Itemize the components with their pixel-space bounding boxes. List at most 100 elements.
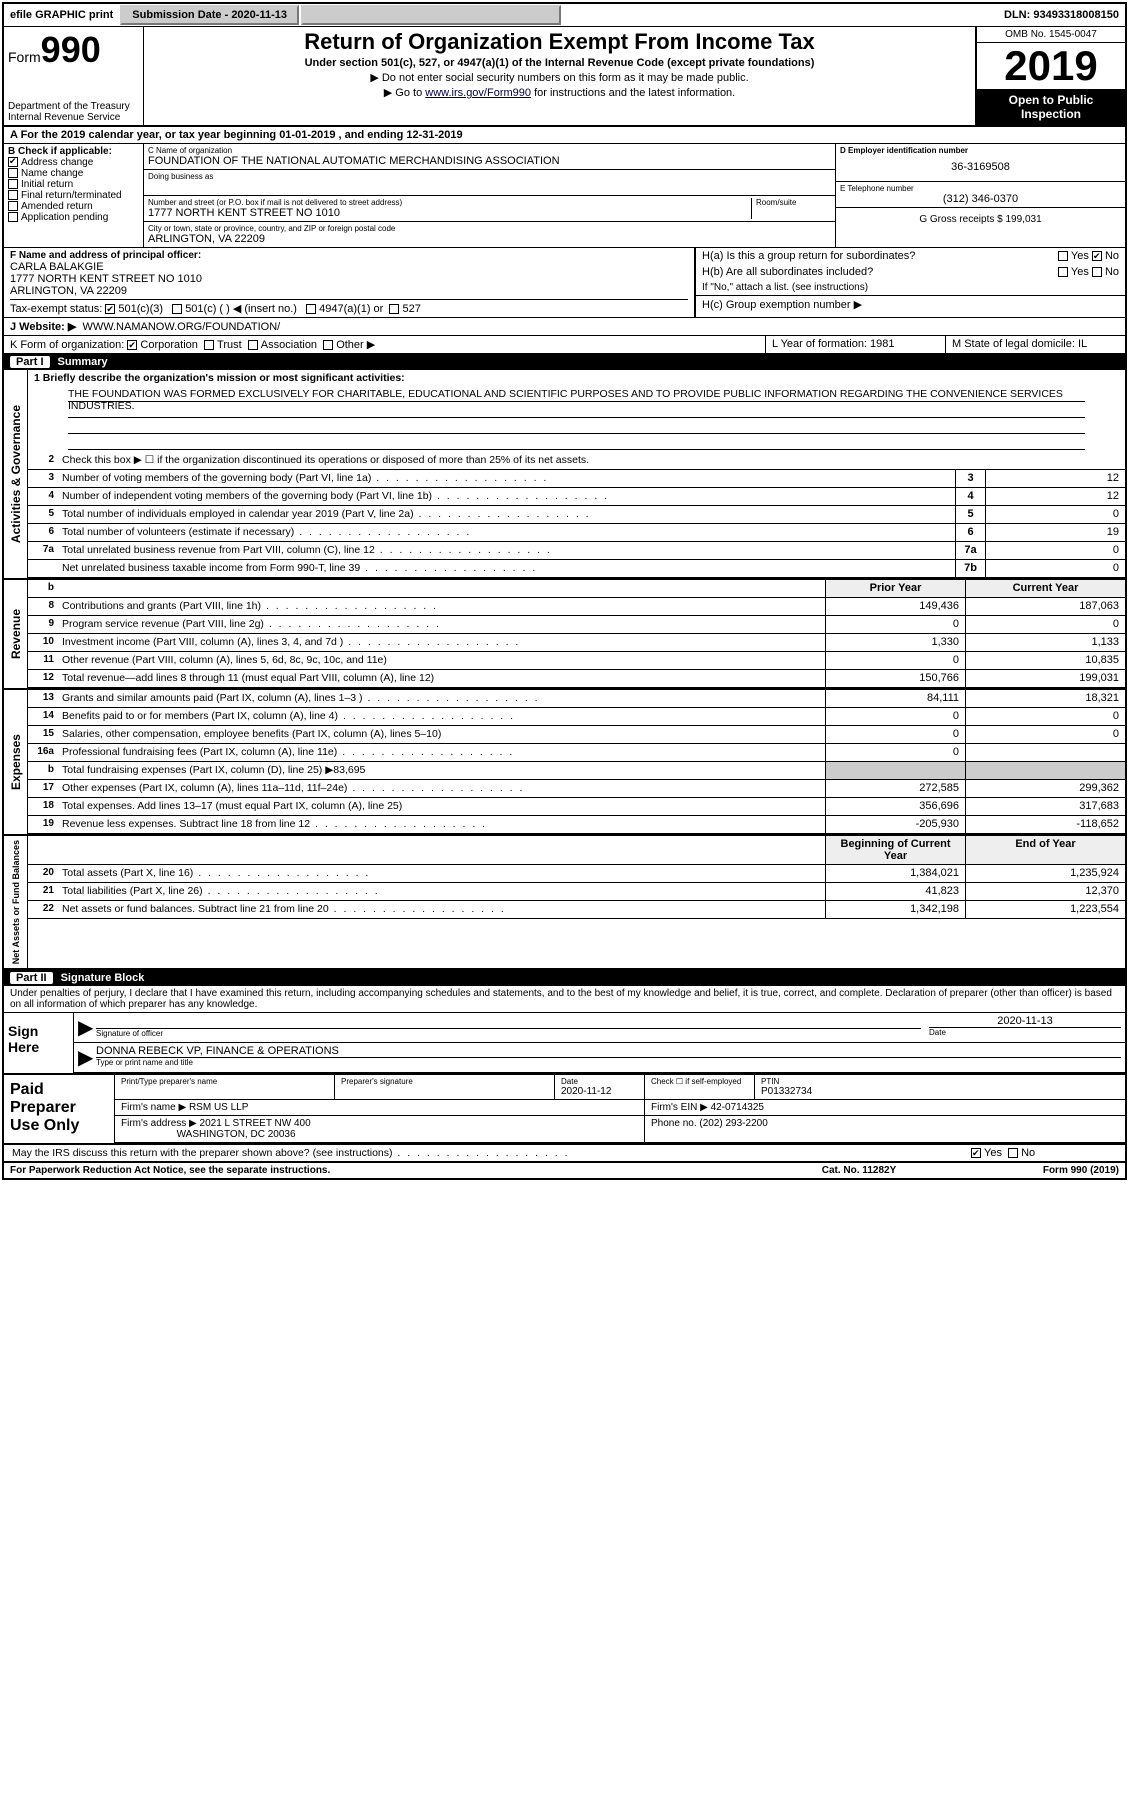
chk-527[interactable] — [389, 304, 399, 314]
mission-q: 1 Briefly describe the organization's mi… — [28, 370, 1125, 386]
hdr-end: End of Year — [965, 836, 1125, 864]
prep-date-label: Date — [561, 1077, 638, 1086]
line-15: Salaries, other compensation, employee b… — [58, 726, 825, 743]
tax-year: 2019 — [977, 43, 1125, 89]
website-row: J Website: ▶ WWW.NAMANOW.ORG/FOUNDATION/ — [4, 318, 1125, 336]
prep-self-label: Check ☐ if self-employed — [651, 1077, 748, 1086]
room-label: Room/suite — [756, 198, 831, 207]
line-8: Contributions and grants (Part VIII, lin… — [58, 598, 825, 615]
chk-501c3[interactable] — [105, 304, 115, 314]
part2-bar: Part IISignature Block — [4, 970, 1125, 986]
prep-sig-label: Preparer's signature — [341, 1077, 548, 1086]
line-14: Benefits paid to or for members (Part IX… — [58, 708, 825, 725]
typed-name: DONNA REBECK VP, FINANCE & OPERATIONS — [96, 1045, 1121, 1058]
chk-pending[interactable]: Application pending — [8, 212, 139, 223]
line-6: Total number of volunteers (estimate if … — [58, 524, 955, 541]
box-m: M State of legal domicile: IL — [945, 336, 1125, 353]
subtitle-1: Under section 501(c), 527, or 4947(a)(1)… — [150, 57, 969, 69]
hb-no[interactable] — [1092, 267, 1102, 277]
discuss-no[interactable] — [1008, 1148, 1018, 1158]
line-3: Number of voting members of the governin… — [58, 470, 955, 487]
box-b-label: B Check if applicable: — [8, 146, 139, 157]
footer-form: Form 990 (2019) — [959, 1165, 1119, 1176]
firm-name: RSM US LLP — [189, 1102, 248, 1113]
tel-label: E Telephone number — [840, 184, 1121, 193]
box-l: L Year of formation: 1981 — [765, 336, 945, 353]
firm-ein: Firm's EIN ▶ 42-0714325 — [645, 1100, 1125, 1115]
ha-yes[interactable] — [1058, 251, 1068, 261]
period-line: A For the 2019 calendar year, or tax yea… — [4, 127, 1125, 144]
subtitle-2: Do not enter social security numbers on … — [150, 71, 969, 84]
name-label: C Name of organization — [148, 146, 831, 155]
line-20: Total assets (Part X, line 16) — [58, 865, 825, 882]
ha-no[interactable] — [1092, 251, 1102, 261]
blank-button[interactable] — [301, 5, 561, 25]
hb-row: H(b) Are all subordinates included? Yes … — [696, 264, 1125, 280]
ein: 36-3169508 — [840, 155, 1121, 179]
chk-trust[interactable] — [204, 340, 214, 350]
hdr-prior-year: Prior Year — [825, 580, 965, 597]
mission-text: THE FOUNDATION WAS FORMED EXCLUSIVELY FO… — [68, 388, 1085, 402]
sig-officer-label: Signature of officer — [96, 1029, 921, 1038]
line-13: Grants and similar amounts paid (Part IX… — [58, 690, 825, 707]
chk-final[interactable]: Final return/terminated — [8, 190, 139, 201]
line-10: Investment income (Part VIII, column (A)… — [58, 634, 825, 651]
chk-amended[interactable]: Amended return — [8, 201, 139, 212]
vlabel-revenue: Revenue — [7, 605, 25, 663]
chk-initial[interactable]: Initial return — [8, 179, 139, 190]
chk-assoc[interactable] — [248, 340, 258, 350]
paid-preparer-label: Paid Preparer Use Only — [4, 1075, 114, 1143]
tel: (312) 346-0370 — [840, 193, 1121, 205]
ein-label: D Employer identification number — [840, 146, 1121, 155]
dept-label: Department of the Treasury — [8, 101, 139, 112]
irs-label: Internal Revenue Service — [8, 112, 139, 123]
street: 1777 NORTH KENT STREET NO 1010 — [148, 207, 751, 219]
hdr-beginning: Beginning of Current Year — [825, 836, 965, 864]
officer-addr1: 1777 NORTH KENT STREET NO 1010 — [10, 273, 688, 285]
chk-corp[interactable] — [127, 340, 137, 350]
firm-addr-label: Firm's address ▶ — [121, 1118, 197, 1129]
firm-addr2: WASHINGTON, DC 20036 — [177, 1129, 296, 1140]
city-label: City or town, state or province, country… — [148, 224, 831, 233]
line-17: Other expenses (Part IX, column (A), lin… — [58, 780, 825, 797]
discuss-yes[interactable] — [971, 1148, 981, 1158]
line-2: Check this box ▶ ☐ if the organization d… — [58, 452, 1125, 469]
chk-other[interactable] — [323, 340, 333, 350]
form-title: Return of Organization Exempt From Incom… — [150, 29, 969, 55]
chk-address[interactable]: Address change — [8, 157, 139, 168]
perjury: Under penalties of perjury, I declare th… — [4, 986, 1125, 1013]
city: ARLINGTON, VA 22209 — [148, 233, 831, 245]
part1-bar: Part ISummary — [4, 354, 1125, 370]
box-k: K Form of organization: Corporation Trus… — [4, 336, 765, 353]
submission-date-button[interactable]: Submission Date - 2020-11-13 — [120, 5, 299, 25]
line-21: Total liabilities (Part X, line 26) — [58, 883, 825, 900]
officer-addr2: ARLINGTON, VA 22209 — [10, 285, 688, 297]
line-18: Total expenses. Add lines 13–17 (must eq… — [58, 798, 825, 815]
line-9: Program service revenue (Part VIII, line… — [58, 616, 825, 633]
form-number: Form990 — [8, 29, 139, 71]
irs-link[interactable]: www.irs.gov/Form990 — [425, 87, 531, 99]
hdr-current-year: Current Year — [965, 580, 1125, 597]
efile-label: efile GRAPHIC print — [4, 7, 119, 23]
line-5: Total number of individuals employed in … — [58, 506, 955, 523]
gross-receipts: G Gross receipts $ 199,031 — [919, 214, 1041, 225]
footer-left: For Paperwork Reduction Act Notice, see … — [10, 1165, 759, 1176]
chk-name[interactable]: Name change — [8, 168, 139, 179]
line-7a: Total unrelated business revenue from Pa… — [58, 542, 955, 559]
officer-label: F Name and address of principal officer: — [10, 250, 688, 261]
hc-row: H(c) Group exemption number ▶ — [696, 295, 1125, 313]
line-19: Revenue less expenses. Subtract line 18 … — [58, 816, 825, 833]
street-label: Number and street (or P.O. box if mail i… — [148, 198, 751, 207]
hb-yes[interactable] — [1058, 267, 1068, 277]
chk-4947[interactable] — [306, 304, 316, 314]
vlabel-expenses: Expenses — [7, 730, 25, 794]
chk-501c[interactable] — [172, 304, 182, 314]
vlabel-governance: Activities & Governance — [7, 401, 25, 547]
tax-exempt-row: Tax-exempt status: 501(c)(3) 501(c) ( ) … — [10, 302, 688, 315]
vlabel-net: Net Assets or Fund Balances — [9, 836, 23, 968]
discuss-question: May the IRS discuss this return with the… — [4, 1145, 965, 1161]
line-16a: Professional fundraising fees (Part IX, … — [58, 744, 825, 761]
line-11: Other revenue (Part VIII, column (A), li… — [58, 652, 825, 669]
omb-label: OMB No. 1545-0047 — [977, 27, 1125, 43]
line-7b: Net unrelated business taxable income fr… — [58, 560, 955, 577]
